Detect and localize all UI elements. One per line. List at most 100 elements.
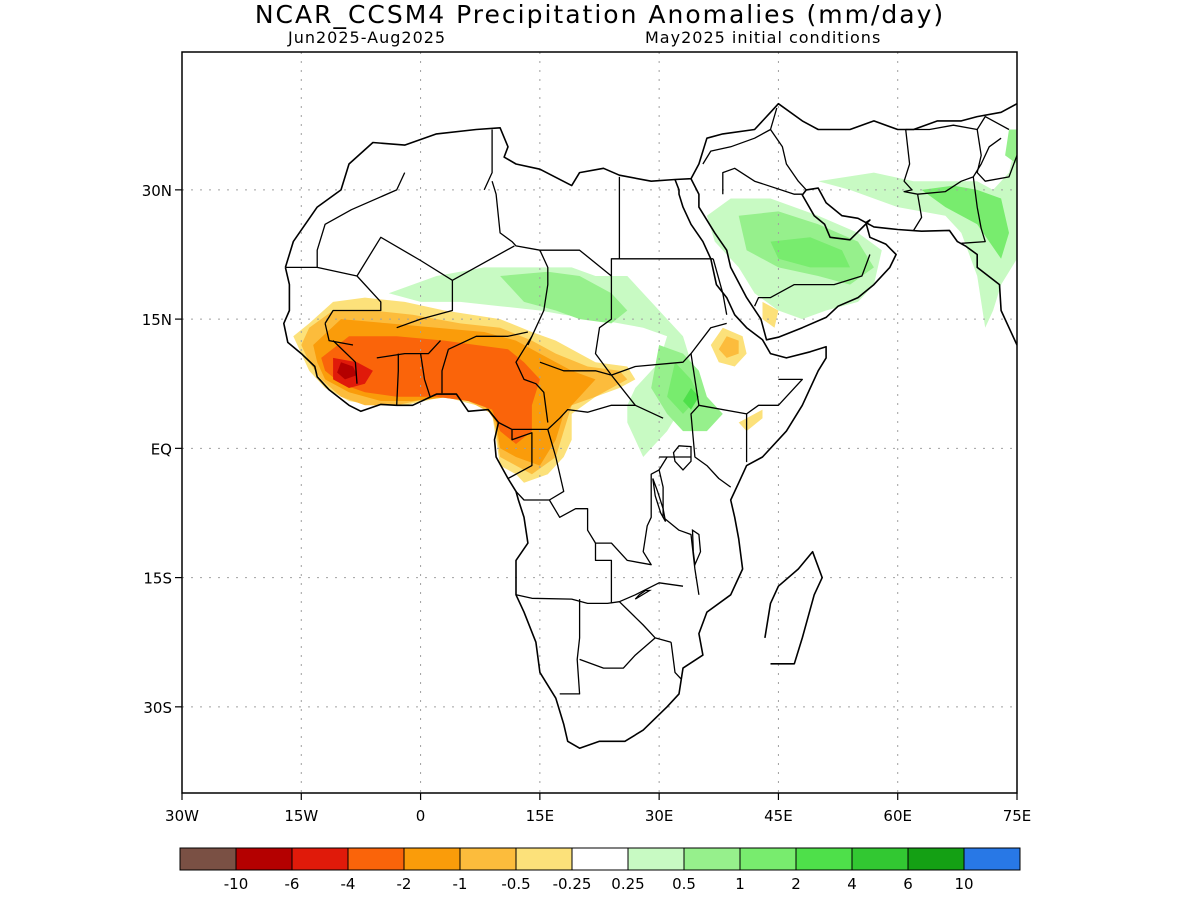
country-border <box>483 129 493 191</box>
colorbar-label: -2 <box>397 875 412 893</box>
country-border <box>324 323 354 346</box>
country-border <box>702 107 778 165</box>
anomaly-region <box>1005 129 1017 164</box>
country-border <box>670 642 682 680</box>
anomaly-region <box>683 388 699 410</box>
y-tick-label: 15S <box>143 570 172 588</box>
country-border <box>376 340 441 359</box>
country-border <box>658 456 700 595</box>
x-tick-label: 45E <box>764 807 793 825</box>
anomaly-region <box>738 409 763 432</box>
country-border <box>903 129 923 231</box>
country-border <box>961 176 986 244</box>
country-border <box>317 266 382 324</box>
colorbar-label: 2 <box>791 875 801 893</box>
y-tick-label: EQ <box>151 440 172 458</box>
lake-outline <box>691 528 702 568</box>
country-border <box>690 353 803 415</box>
colorbar-swatch <box>403 847 461 871</box>
colorbar-label: 10 <box>954 875 973 893</box>
country-border <box>618 601 672 643</box>
country-border <box>441 349 450 394</box>
colorbar-label: -4 <box>341 875 356 893</box>
colorbar-swatch <box>627 847 685 871</box>
colorbar-label: 1 <box>735 875 745 893</box>
colorbar-swatch <box>235 847 293 871</box>
colorbar-label: -0.25 <box>553 875 592 893</box>
country-border <box>905 115 1010 131</box>
country-border <box>547 429 565 501</box>
colorbar-swatch <box>459 847 517 871</box>
initial-conditions: May2025 initial conditions <box>645 28 882 47</box>
country-border <box>690 404 732 488</box>
country-border <box>396 353 399 406</box>
lake-outline <box>672 445 692 471</box>
colorbar-swatch <box>907 847 965 871</box>
x-tick-label: 15E <box>526 807 555 825</box>
y-tick-label: 30N <box>142 182 172 200</box>
country-border <box>722 167 803 195</box>
colorbar-label: -0.5 <box>501 875 530 893</box>
colorbar-swatch <box>571 847 629 871</box>
colorbar-label: 4 <box>847 875 857 893</box>
colorbar-swatch <box>795 847 853 871</box>
colorbar-label: -6 <box>285 875 300 893</box>
x-tick-label: 0 <box>416 807 426 825</box>
country-border <box>491 176 621 277</box>
x-tick-label: 30E <box>645 807 674 825</box>
anomaly-region <box>770 237 850 268</box>
country-border <box>712 258 728 315</box>
axis-ticks: 30W 15W 0 15E 30E 45E 60E 75E 30N 15N EQ 15S 30S <box>142 182 1032 825</box>
colorbar-swatch <box>515 847 573 871</box>
coastlines-and-borders <box>282 102 1017 750</box>
colorbar-swatch <box>739 847 797 871</box>
country-border <box>419 353 431 397</box>
country-border <box>452 245 515 281</box>
country-border <box>754 254 871 307</box>
colorbar-label: 0.25 <box>611 875 644 893</box>
gridlines <box>182 52 1017 793</box>
anomaly-region <box>500 271 628 324</box>
country-border <box>507 429 533 480</box>
anomaly-region <box>321 336 540 444</box>
anomaly-region <box>921 185 1009 259</box>
coastline <box>764 550 824 665</box>
colorbar-swatch <box>291 847 349 871</box>
forecast-period: Jun2025-Aug2025 <box>288 28 447 47</box>
lake-outline <box>652 478 667 522</box>
coastline <box>282 179 827 750</box>
colorbar-swatch <box>963 847 1021 871</box>
coastline <box>690 178 1017 346</box>
anomaly-shading-layer <box>293 129 1017 483</box>
country-border <box>594 469 660 604</box>
colorbar-label: -10 <box>224 875 249 893</box>
lake-outline <box>634 589 652 600</box>
colorbar-label: -1 <box>453 875 468 893</box>
country-border <box>539 361 612 376</box>
y-tick-label: 30S <box>143 699 172 717</box>
country-border <box>448 331 529 350</box>
y-tick-label: 15N <box>142 311 172 329</box>
anomaly-region <box>718 336 739 358</box>
colorbar-swatch <box>347 847 405 871</box>
colorbar-label: 6 <box>903 875 913 893</box>
country-border <box>515 335 549 423</box>
coastline <box>284 102 1017 268</box>
colorbar-swatch <box>683 847 741 871</box>
map-frame <box>181 51 1018 794</box>
colorbar-swatch <box>851 847 909 871</box>
country-border <box>976 129 1017 182</box>
country-border <box>285 172 406 269</box>
country-border <box>559 599 581 695</box>
anomaly-region <box>818 138 1017 328</box>
country-border <box>332 340 358 384</box>
country-border <box>498 404 636 431</box>
country-border <box>611 322 727 376</box>
x-tick-label: 75E <box>1003 807 1032 825</box>
x-tick-label: 15W <box>284 807 318 825</box>
x-tick-label: 30W <box>165 807 199 825</box>
country-border <box>515 582 684 605</box>
chart-title: NCAR_CCSM4 Precipitation Anomalies (mm/d… <box>254 0 946 29</box>
anomaly-region <box>762 301 779 328</box>
